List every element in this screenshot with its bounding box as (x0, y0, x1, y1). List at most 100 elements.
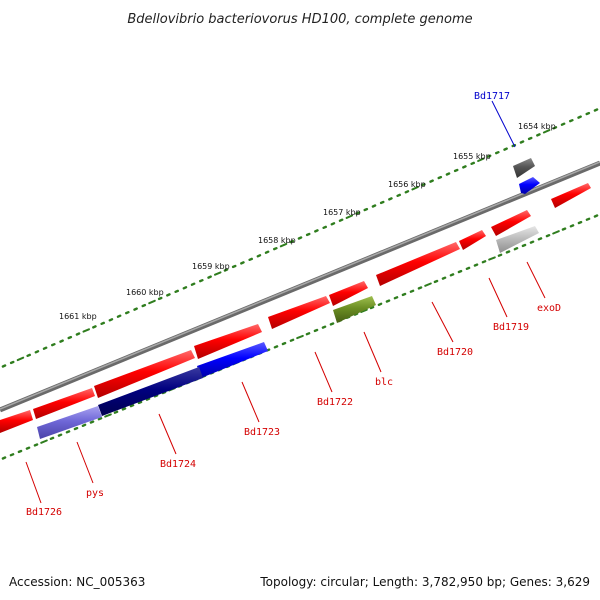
kbp-label: 1654 kbp (518, 122, 556, 131)
inner-tick-ring (1, 214, 599, 460)
major-tick (411, 186, 419, 191)
gene-pys[interactable] (37, 406, 102, 439)
gene-blc[interactable] (333, 296, 376, 323)
minor-tick (67, 335, 73, 340)
gene-bd1717[interactable] (519, 177, 540, 194)
kbp-label: 1657 kbp (323, 208, 361, 217)
minor-tick (379, 200, 385, 205)
minor-tick (371, 204, 377, 208)
minor-tick (26, 353, 31, 357)
minor-tick (97, 417, 103, 421)
minor-tick (73, 426, 79, 431)
minor-tick (569, 224, 575, 228)
minor-tick (462, 165, 467, 169)
minor-tick (133, 307, 138, 311)
minor-tick (369, 305, 375, 310)
gene-label-bd1724: Bd1724 (160, 459, 196, 470)
minor-tick (145, 397, 151, 401)
minor-tick (577, 115, 582, 119)
minor-tick (92, 325, 97, 329)
kbp-label: 1658 kbp (258, 236, 296, 245)
minor-tick (141, 303, 147, 308)
minor-tick (409, 289, 415, 293)
minor-tick (441, 276, 447, 280)
minor-tick (57, 433, 63, 437)
gene-arrow[interactable] (329, 281, 368, 306)
major-tick (477, 157, 485, 162)
minor-tick (355, 211, 360, 215)
gene-arrow[interactable] (194, 324, 262, 359)
minor-tick (486, 154, 492, 158)
minor-tick (289, 239, 295, 244)
minor-tick (190, 282, 196, 286)
minor-tick (401, 292, 407, 297)
minor-tick (470, 161, 475, 166)
minor-tick (385, 299, 391, 303)
gene-label-blc: blc (375, 377, 393, 388)
gene-arrow[interactable] (0, 410, 33, 433)
gene-arrow[interactable] (33, 388, 95, 419)
minor-tick (322, 225, 327, 230)
minor-tick (503, 147, 508, 151)
gene-label-bd1726: Bd1726 (26, 507, 62, 518)
minor-tick (305, 232, 311, 237)
gene-arrow[interactable] (376, 242, 460, 286)
minor-tick (429, 179, 434, 183)
gene-bd1723[interactable] (197, 342, 268, 378)
minor-tick (396, 193, 401, 198)
minor-tick (59, 339, 64, 343)
minor-tick (577, 220, 583, 225)
minor-tick (437, 175, 443, 180)
minor-tick (81, 423, 87, 427)
minor-tick (42, 346, 48, 350)
outer-tick-ring (1, 108, 599, 368)
gene-arrow[interactable] (94, 350, 195, 398)
kbp-label: 1659 kbp (192, 262, 230, 271)
gene-label-bd1720: Bd1720 (437, 347, 473, 358)
minor-tick (329, 322, 335, 326)
major-tick (345, 214, 354, 219)
minor-tick (338, 218, 344, 222)
minor-tick (129, 404, 135, 408)
minor-tick (124, 311, 130, 315)
minor-tick (404, 190, 410, 194)
genome-title: Bdellovibrio bacteriovorus HD100, comple… (127, 12, 472, 27)
gene-arrow[interactable] (459, 230, 486, 250)
gene-arrow[interactable] (491, 210, 531, 236)
gene-arrow[interactable] (268, 296, 330, 329)
minor-tick (449, 273, 455, 277)
minor-tick (585, 111, 591, 116)
forward-strand-genes (0, 183, 591, 433)
minor-tick (593, 214, 599, 218)
gene-arrow[interactable] (551, 183, 591, 208)
minor-tick (166, 293, 171, 297)
minor-tick (321, 325, 327, 329)
minor-tick (273, 246, 278, 251)
gene-label-pys: pys (86, 488, 104, 499)
gene-dark-gray[interactable] (513, 158, 535, 178)
gene-labels: Bd1717 exoD Bd1719 Bd1720 blc Bd1722 Bd1… (26, 91, 561, 518)
minor-tick (330, 222, 336, 226)
minor-tick (49, 436, 55, 440)
gene-label-bd1719: Bd1719 (493, 322, 529, 333)
minor-tick (1, 364, 7, 368)
genome-backbone (0, 160, 600, 413)
major-tick (542, 129, 551, 134)
minor-tick (519, 140, 525, 144)
minor-tick (157, 296, 163, 301)
minor-tick (481, 260, 487, 264)
minor-tick (182, 286, 188, 290)
minor-tick (585, 217, 591, 221)
minor-tick (297, 236, 303, 240)
gene-exod[interactable] (496, 226, 539, 253)
minor-tick (457, 269, 463, 274)
minor-tick (198, 279, 204, 283)
minor-tick (65, 430, 71, 434)
minor-tick (223, 268, 229, 272)
minor-tick (545, 233, 551, 238)
gene-bd1724[interactable] (98, 367, 203, 416)
kbp-label: 1661 kbp (59, 312, 97, 321)
minor-tick (513, 246, 519, 251)
minor-tick (273, 345, 279, 349)
minor-tick (34, 350, 40, 354)
